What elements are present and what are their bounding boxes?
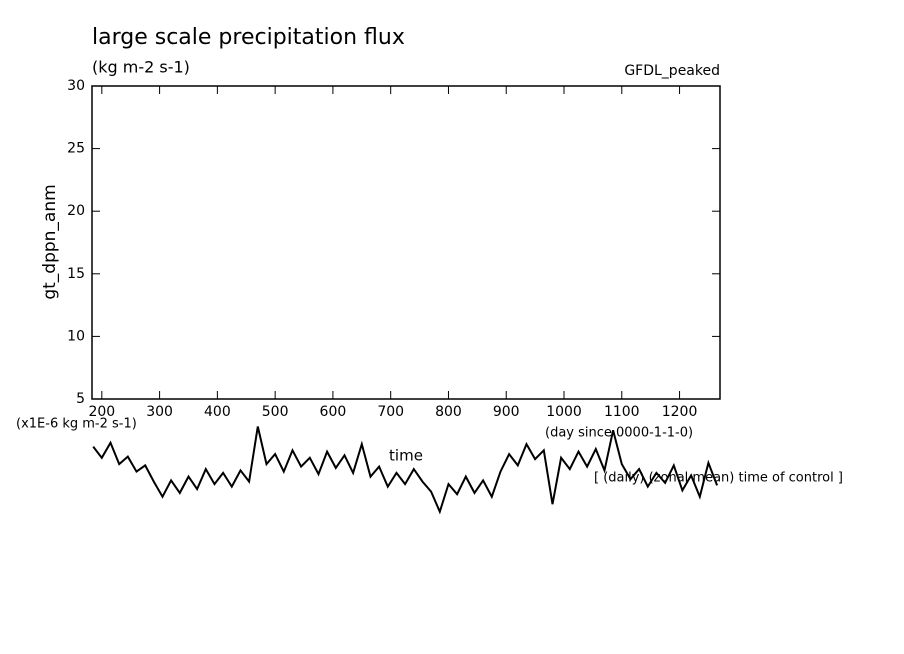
- x-axis-title: time: [389, 447, 423, 465]
- y-tick-label: 30: [67, 78, 85, 94]
- x-tick-label: 800: [435, 404, 462, 420]
- y-unit-label: (x1E-6 kg m-2 s-1): [16, 417, 137, 432]
- data-line: [92, 426, 719, 515]
- y-tick-label: 5: [76, 391, 85, 407]
- annotation: GFDL_peaked: [624, 63, 720, 79]
- chart-subtitle: (kg m-2 s-1): [92, 58, 190, 77]
- x-tick-label: 1000: [546, 404, 582, 420]
- x-tick-label: 200: [88, 404, 115, 420]
- x-tick-label: 300: [146, 404, 173, 420]
- x-tick-label: 400: [204, 404, 231, 420]
- x-tick-label: 1200: [662, 404, 698, 420]
- x-tick-label: 500: [262, 404, 289, 420]
- x-tick-label: 1100: [604, 404, 640, 420]
- x-tick-label: 700: [377, 404, 404, 420]
- y-tick-label: 15: [67, 266, 85, 282]
- y-axis-label: gt_dppn_anm: [40, 184, 60, 299]
- y-tick-label: 25: [67, 141, 85, 157]
- x-tick-label: 900: [493, 404, 520, 420]
- chart-title: large scale precipitation flux: [92, 25, 405, 50]
- x-tick-label: 600: [320, 404, 347, 420]
- plot-frame: [91, 85, 721, 400]
- y-tick-label: 20: [67, 203, 85, 219]
- y-tick-label: 10: [67, 328, 85, 344]
- x-axis-label: (day since 0000-1-1-0): [545, 426, 693, 441]
